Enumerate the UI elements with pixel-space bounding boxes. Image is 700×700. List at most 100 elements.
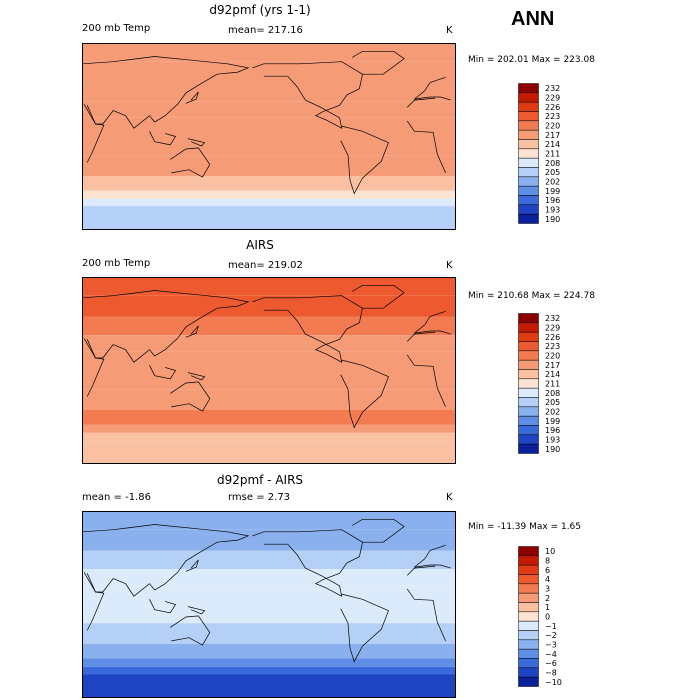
coastline-7-0	[187, 606, 206, 615]
colorbar-swatch-0	[518, 313, 539, 324]
colorbar-swatch-3	[518, 574, 539, 585]
panel-2-colorbar: 2322292262232202172142112082052021991961…	[518, 313, 560, 454]
colorbar-swatch-10	[518, 176, 539, 187]
colorbar-swatch-14	[518, 213, 539, 224]
colorbar-swatch-10	[518, 639, 539, 650]
band-6	[82, 175, 456, 191]
coastline-6-0	[149, 365, 177, 380]
band-1	[82, 61, 456, 83]
panel-2-units: K	[446, 260, 453, 271]
coastline-5-0	[351, 284, 405, 309]
band-6	[82, 409, 456, 425]
panel-2-title: AIRS	[246, 238, 274, 252]
colorbar-label-8: 208	[545, 389, 560, 398]
coastline-8-0	[185, 325, 199, 338]
band-4	[82, 351, 456, 390]
colorbar-label-11: −4	[545, 650, 557, 659]
colorbar-label-0: 232	[545, 314, 560, 323]
band-8	[82, 666, 456, 675]
colorbar-swatch-12	[518, 195, 539, 206]
coastline-0-0	[414, 310, 446, 334]
coastline-2-0	[252, 295, 363, 363]
coastline-1-0	[406, 565, 436, 576]
band-0	[82, 511, 456, 530]
colorbar-label-3: 4	[545, 575, 550, 584]
colorbar-label-2: 226	[545, 103, 560, 112]
panel-1-units: K	[446, 25, 453, 36]
coastline-5-0	[351, 518, 405, 543]
coastline-1-2	[406, 588, 446, 642]
colorbar-label-9: 205	[545, 398, 560, 407]
band-8	[82, 198, 456, 207]
colorbar-label-13: −8	[545, 669, 557, 678]
coastline-4-0	[170, 147, 211, 178]
colorbar-swatch-13	[518, 434, 539, 445]
colorbar-swatch-2	[518, 564, 539, 575]
coastline-3-0	[340, 593, 389, 663]
colorbar-label-12: 196	[545, 196, 560, 205]
panel-1-minmax: Min = 202.01 Max = 223.08	[468, 55, 595, 65]
coastline-1-0	[406, 331, 436, 342]
colorbar-label-4: 220	[545, 352, 560, 361]
colorbar-swatch-6	[518, 369, 539, 380]
band-2	[82, 82, 456, 102]
colorbar-label-8: 208	[545, 159, 560, 168]
colorbar-label-10: 202	[545, 178, 560, 187]
coastline-7-0	[187, 138, 206, 147]
band-1	[82, 295, 456, 317]
band-7	[82, 424, 456, 433]
panel-3-minmax: Min = -11.39 Max = 1.65	[468, 522, 582, 532]
band-4	[82, 585, 456, 624]
coastline-2-0	[252, 529, 363, 597]
coastline-1-1	[83, 338, 105, 397]
band-7	[82, 658, 456, 667]
panel-2-minmax: Min = 210.68 Max = 224.78	[468, 291, 595, 301]
panel-2-center-text: mean= 219.02	[228, 260, 303, 271]
colorbar-swatch-0	[518, 83, 539, 94]
colorbar-swatch-1	[518, 92, 539, 103]
colorbar-label-5: 217	[545, 361, 560, 370]
band-4	[82, 117, 456, 156]
panel-1-center-text: mean= 217.16	[228, 25, 303, 36]
coastline-2-0	[252, 61, 363, 129]
colorbar-label-6: 1	[545, 603, 550, 612]
colorbar-swatch-5	[518, 592, 539, 603]
colorbar-swatch-2	[518, 101, 539, 112]
colorbar-swatch-2	[518, 331, 539, 342]
colorbar-swatch-9	[518, 397, 539, 408]
band-6	[82, 643, 456, 659]
main-title: ANN	[511, 8, 555, 30]
panel-1-map	[82, 43, 456, 230]
colorbar-swatch-3	[518, 341, 539, 352]
panel-1-colorbar: 2322292262232202172142112082052021991961…	[518, 83, 560, 224]
colorbar-swatch-12	[518, 425, 539, 436]
colorbar-swatch-4	[518, 120, 539, 131]
colorbar-swatch-8	[518, 387, 539, 398]
colorbar-swatch-13	[518, 667, 539, 678]
coastline-1-1	[83, 104, 105, 163]
colorbar-label-13: 193	[545, 206, 560, 215]
colorbar-label-2: 6	[545, 566, 550, 575]
colorbar-label-8: −1	[545, 622, 557, 631]
colorbar-swatch-11	[518, 415, 539, 426]
coastline-0-2	[414, 96, 451, 101]
band-0	[82, 277, 456, 296]
colorbar-label-5: 2	[545, 594, 550, 603]
panel-1-left-text: 200 mb Temp	[82, 23, 151, 34]
colorbar-label-11: 199	[545, 187, 560, 196]
panel-2-map	[82, 277, 456, 464]
colorbar-label-10: −3	[545, 641, 557, 650]
panel-3-left-text: mean = -1.86	[82, 492, 151, 503]
colorbar-label-5: 217	[545, 131, 560, 140]
band-1	[82, 529, 456, 551]
coastline-0-1	[82, 56, 250, 129]
colorbar-swatch-11	[518, 185, 539, 196]
colorbar-label-14: −10	[545, 678, 562, 687]
panel-3-title: d92pmf - AIRS	[216, 473, 304, 487]
band-3	[82, 101, 456, 118]
colorbar-label-1: 8	[545, 557, 550, 566]
coastline-0-2	[414, 564, 451, 569]
band-3	[82, 335, 456, 352]
colorbar-swatch-1	[518, 555, 539, 566]
